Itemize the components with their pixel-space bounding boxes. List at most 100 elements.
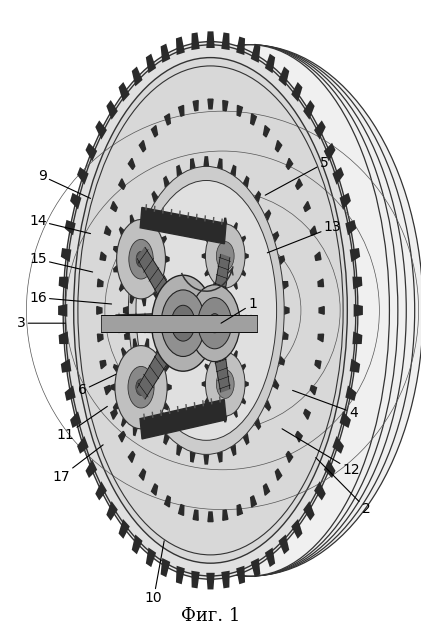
- Polygon shape: [314, 481, 326, 500]
- Polygon shape: [192, 571, 200, 588]
- Polygon shape: [202, 253, 205, 259]
- Polygon shape: [264, 209, 271, 221]
- Ellipse shape: [103, 45, 398, 576]
- Ellipse shape: [78, 45, 421, 576]
- Polygon shape: [203, 454, 209, 465]
- Polygon shape: [160, 44, 170, 63]
- Polygon shape: [97, 307, 102, 314]
- Polygon shape: [209, 254, 230, 325]
- Polygon shape: [230, 164, 237, 177]
- Polygon shape: [319, 307, 324, 314]
- Polygon shape: [124, 281, 130, 290]
- Polygon shape: [315, 252, 321, 260]
- Polygon shape: [176, 566, 185, 584]
- Polygon shape: [275, 141, 282, 152]
- Polygon shape: [137, 247, 188, 330]
- Polygon shape: [250, 114, 256, 125]
- Polygon shape: [245, 381, 249, 387]
- Polygon shape: [144, 427, 149, 436]
- Polygon shape: [250, 496, 256, 507]
- Ellipse shape: [152, 275, 215, 371]
- Polygon shape: [165, 255, 170, 263]
- Polygon shape: [141, 399, 149, 412]
- Polygon shape: [233, 410, 238, 418]
- Text: 4: 4: [293, 390, 358, 420]
- Polygon shape: [130, 214, 135, 223]
- Polygon shape: [349, 358, 360, 372]
- Polygon shape: [314, 120, 326, 140]
- Polygon shape: [204, 397, 209, 404]
- Text: 3: 3: [17, 316, 65, 330]
- Polygon shape: [221, 33, 229, 50]
- Polygon shape: [332, 167, 344, 185]
- Polygon shape: [213, 410, 217, 418]
- Polygon shape: [121, 417, 127, 428]
- Polygon shape: [282, 281, 289, 290]
- Ellipse shape: [189, 285, 240, 362]
- Polygon shape: [160, 558, 170, 577]
- Ellipse shape: [171, 305, 195, 341]
- Polygon shape: [141, 212, 147, 220]
- Polygon shape: [264, 484, 269, 495]
- Polygon shape: [59, 332, 69, 344]
- Polygon shape: [206, 573, 215, 589]
- Ellipse shape: [129, 239, 153, 279]
- Ellipse shape: [117, 220, 165, 299]
- Polygon shape: [215, 315, 253, 332]
- Text: 2: 2: [316, 458, 370, 516]
- Polygon shape: [128, 255, 134, 266]
- Ellipse shape: [115, 346, 167, 429]
- Polygon shape: [352, 332, 362, 344]
- Polygon shape: [315, 360, 321, 369]
- Ellipse shape: [63, 42, 358, 579]
- Polygon shape: [179, 504, 184, 515]
- Polygon shape: [223, 510, 228, 520]
- Ellipse shape: [86, 45, 415, 576]
- Polygon shape: [192, 33, 200, 50]
- Polygon shape: [123, 306, 128, 315]
- Polygon shape: [65, 220, 76, 236]
- Polygon shape: [193, 100, 198, 111]
- Polygon shape: [119, 431, 125, 442]
- Polygon shape: [354, 304, 363, 317]
- Polygon shape: [130, 295, 135, 304]
- Polygon shape: [245, 253, 249, 259]
- Polygon shape: [119, 179, 125, 189]
- Polygon shape: [237, 106, 242, 116]
- Polygon shape: [98, 279, 103, 287]
- Polygon shape: [278, 67, 289, 86]
- Polygon shape: [61, 248, 72, 262]
- Polygon shape: [296, 431, 302, 442]
- Polygon shape: [163, 364, 169, 372]
- Polygon shape: [251, 558, 261, 577]
- Text: Фиг. 1: Фиг. 1: [181, 607, 240, 625]
- Polygon shape: [286, 158, 293, 170]
- Polygon shape: [107, 100, 118, 120]
- Polygon shape: [119, 283, 125, 292]
- Polygon shape: [152, 484, 157, 495]
- Polygon shape: [77, 167, 89, 185]
- Polygon shape: [345, 220, 356, 236]
- Polygon shape: [304, 202, 310, 212]
- Polygon shape: [318, 279, 323, 287]
- Polygon shape: [203, 156, 209, 166]
- Polygon shape: [152, 412, 153, 418]
- Polygon shape: [254, 418, 261, 430]
- Polygon shape: [213, 350, 217, 358]
- Polygon shape: [163, 433, 170, 445]
- Polygon shape: [303, 501, 314, 521]
- Polygon shape: [282, 331, 289, 340]
- Polygon shape: [236, 36, 245, 55]
- Polygon shape: [345, 385, 356, 401]
- Text: 14: 14: [29, 214, 91, 234]
- Polygon shape: [104, 385, 111, 395]
- Text: 1: 1: [221, 297, 257, 323]
- Polygon shape: [303, 100, 314, 120]
- Text: 12: 12: [282, 429, 360, 477]
- Polygon shape: [113, 246, 118, 253]
- Polygon shape: [202, 381, 205, 387]
- Ellipse shape: [178, 316, 188, 331]
- Ellipse shape: [128, 366, 154, 408]
- Polygon shape: [213, 282, 217, 290]
- Polygon shape: [211, 398, 212, 404]
